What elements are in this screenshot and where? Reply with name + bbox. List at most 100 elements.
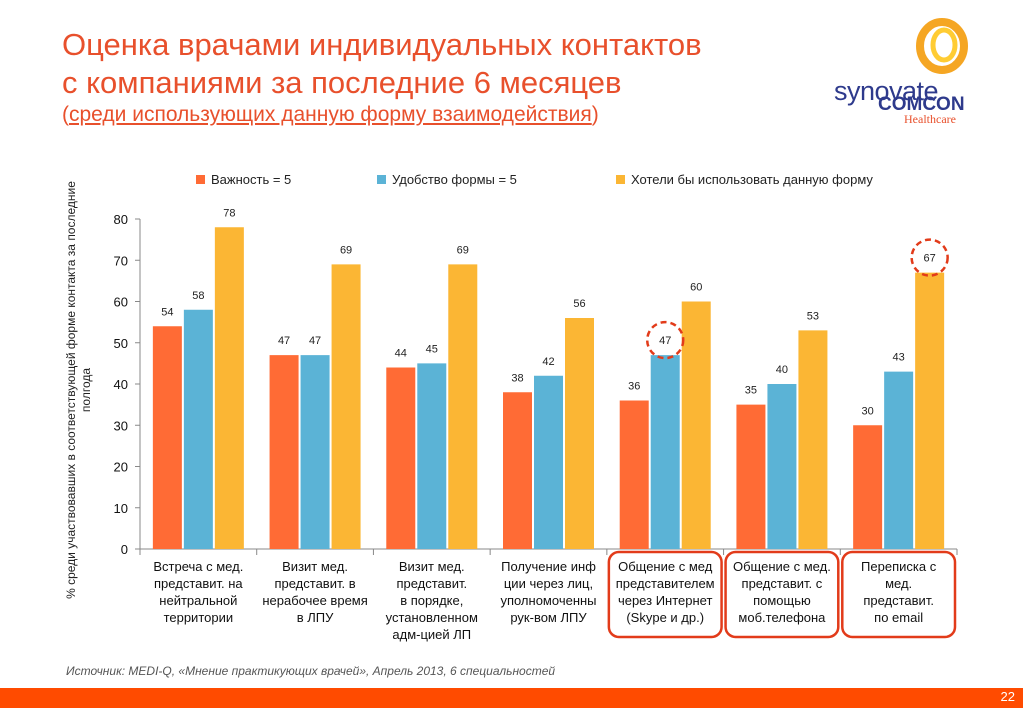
x-tick-label-line: Переписка с — [861, 559, 937, 574]
x-tick-label-line: Встреча с мед. — [153, 559, 244, 574]
legend-label-want-to-use: Хотели бы использовать данную форму — [631, 172, 873, 187]
bar — [417, 363, 447, 549]
bar-value-label: 42 — [542, 356, 554, 368]
subtitle-close: ) — [591, 103, 599, 126]
title-line-2: с компаниями за последние 6 месяцев — [62, 65, 622, 100]
x-tick-label-line: Визит мед. — [398, 559, 465, 574]
bar — [534, 375, 563, 549]
bar-value-label: 47 — [309, 335, 321, 347]
x-tick-label-line: Получение инф — [501, 559, 596, 574]
x-tick-label: Общение с мед. представит. с помощью моб.те… — [724, 558, 841, 626]
bar — [183, 309, 213, 549]
x-tick-label-line: мед. — [885, 576, 913, 591]
y-tick-label: 60 — [114, 295, 128, 310]
bar — [915, 272, 945, 549]
bar — [214, 227, 244, 549]
page-number: 22 — [1000, 689, 1015, 704]
highlight-circle — [910, 238, 949, 277]
x-tick-label-line: Визит мед. — [282, 559, 348, 574]
bar — [853, 425, 883, 549]
x-tick-label: Общение с мед представителем через Интерне… — [607, 558, 724, 626]
x-tick-label-line: нейтральной — [159, 593, 238, 608]
bar — [736, 404, 766, 549]
x-tick-label-line: установленном — [385, 610, 478, 625]
x-tick-label-line: адм-цией ЛП — [392, 627, 472, 642]
legend-label-importance: Важность = 5 — [211, 172, 292, 187]
x-tick-label-line: моб.телефона — [738, 610, 826, 625]
logo-brand: synovate — [834, 76, 939, 106]
y-tick-label: 30 — [114, 418, 128, 433]
bar-value-label: 30 — [862, 405, 874, 417]
legend-swatch-convenience — [377, 175, 386, 184]
page-title: Оценка врачами индивидуальных контактов … — [62, 26, 842, 128]
logo-sub: COMCON — [878, 94, 965, 115]
y-tick-label: 20 — [114, 460, 128, 475]
bar-value-label: 54 — [161, 306, 173, 318]
bar-value-label: 43 — [893, 352, 905, 364]
y-tick-label: 10 — [114, 501, 128, 516]
bar-value-label: 44 — [395, 348, 407, 360]
x-tick-label: Переписка с мед. представит. по email — [840, 558, 957, 626]
x-tick-label: Визит мед. представит. в нерабочее время в … — [257, 558, 374, 626]
x-tick-label-line: территории — [163, 610, 234, 625]
brand-logo: synovate COMCON Healthcare — [828, 18, 1008, 128]
category-highlight-box — [841, 550, 957, 639]
x-tick-label-line: представит. в — [274, 576, 356, 591]
bar-value-label: 36 — [628, 381, 640, 393]
legend-item-importance: Важность = 5 — [196, 172, 291, 187]
bar — [681, 301, 711, 549]
bar-value-label: 69 — [340, 244, 352, 256]
legend-item-convenience: Удобство формы = 5 — [377, 172, 517, 187]
x-tick-label-line: (Skype и др.) — [626, 610, 705, 625]
x-tick-label: Визит мед. представит. в порядке, установле… — [373, 558, 490, 643]
x-tick-label-line: по email — [874, 610, 924, 625]
x-tick-label-line: Общение с мед. — [733, 559, 831, 574]
y-tick-label: 80 — [114, 212, 128, 227]
bar-value-label: 67 — [924, 253, 936, 265]
bar — [300, 355, 330, 549]
bar-value-label: 35 — [745, 385, 757, 397]
bar — [503, 392, 532, 549]
category-highlight-box — [607, 550, 723, 639]
x-tick-label-line: в ЛПУ — [296, 610, 334, 625]
highlight-circle — [645, 320, 685, 360]
bar — [798, 330, 828, 549]
x-tick-label-line: представит. — [863, 593, 934, 608]
bar — [884, 371, 914, 549]
logo-ring-icon — [916, 18, 968, 74]
bar — [448, 264, 478, 549]
bar — [152, 326, 182, 549]
y-tick-label: 50 — [114, 336, 128, 351]
x-tick-label: Получение инф ции через лиц, уполномоченны… — [490, 558, 607, 626]
x-tick-label: Встреча с мед. представит. на нейтральной т… — [140, 558, 257, 626]
x-tick-label-line: через Интернет — [617, 593, 713, 608]
legend-swatch-want-to-use — [616, 175, 625, 184]
bar — [767, 384, 797, 549]
x-tick-label-line: ции через лиц, — [503, 576, 594, 591]
legend-label-convenience: Удобство формы = 5 — [392, 172, 517, 187]
bar-value-label: 53 — [807, 310, 819, 322]
x-tick-label-line: представит. с — [741, 576, 823, 591]
legend-item-want-to-use: Хотели бы использовать данную форму — [616, 172, 873, 187]
bar-value-label: 69 — [457, 244, 469, 256]
bar — [565, 318, 594, 549]
subtitle: (среди использующих данную форму взаимод… — [62, 102, 842, 128]
bar — [650, 355, 680, 549]
x-tick-label-line: нерабочее время — [262, 593, 368, 608]
bar — [619, 400, 649, 549]
footer-bar: 22 — [0, 688, 1023, 708]
x-tick-label-line: представителем — [615, 576, 715, 591]
bar — [269, 355, 299, 549]
x-tick-label-line: рук-вом ЛПУ — [510, 610, 587, 625]
x-tick-label-line: в порядке, — [400, 593, 464, 608]
x-tick-label-line: помощью — [753, 593, 811, 608]
x-tick-label-line: представит. на — [154, 576, 243, 591]
bar-value-label: 45 — [426, 343, 438, 355]
x-tick-label-line: представит. — [396, 576, 468, 591]
category-highlight-box — [724, 550, 840, 639]
bar-value-label: 38 — [511, 372, 523, 384]
title-line-1: Оценка врачами индивидуальных контактов — [62, 27, 702, 62]
subtitle-text: среди использующих данную форму взаимоде… — [69, 103, 592, 126]
bar — [331, 264, 361, 549]
